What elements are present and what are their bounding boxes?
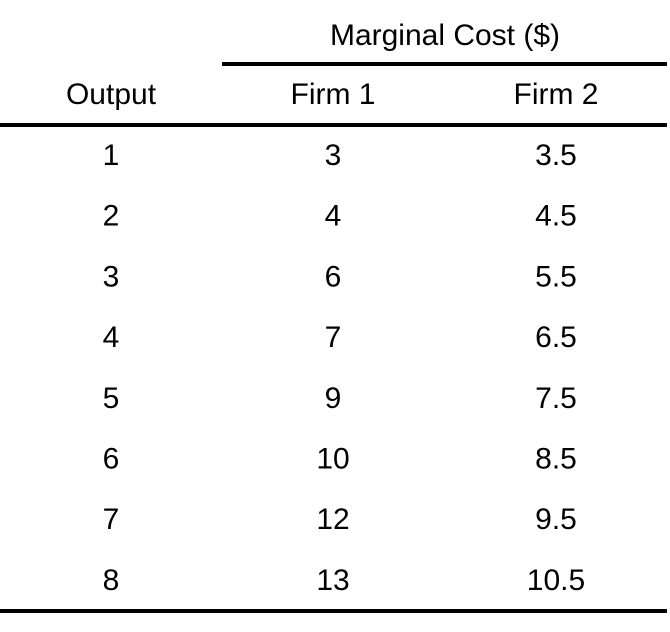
cell: 8.5	[535, 442, 577, 475]
column-header: Output	[66, 78, 157, 111]
cell: 6.5	[535, 321, 577, 354]
cell: 2	[103, 200, 120, 233]
cell: 3	[103, 260, 120, 293]
cell: 13	[316, 564, 349, 597]
cell: 5.5	[535, 260, 577, 293]
group-header: Marginal Cost ($)	[330, 19, 560, 52]
cell: 7.5	[535, 382, 577, 415]
cell: 9.5	[535, 503, 577, 536]
cell: 6	[103, 442, 120, 475]
cell: 4.5	[535, 200, 577, 233]
cell: 7	[103, 503, 120, 536]
cell: 6	[325, 260, 342, 293]
cell: 8	[103, 564, 120, 597]
cell: 12	[316, 503, 349, 536]
cell: 4	[103, 321, 120, 354]
column-header: Firm 1	[291, 78, 376, 111]
cell: 9	[325, 382, 342, 415]
cell: 4	[325, 200, 342, 233]
column-header: Firm 2	[514, 78, 599, 111]
cell: 10	[316, 442, 349, 475]
cell: 5	[103, 382, 120, 415]
cell: 1	[103, 139, 120, 172]
cell: 3.5	[535, 139, 577, 172]
cell: 7	[325, 321, 342, 354]
cell: 3	[325, 139, 342, 172]
cell: 10.5	[527, 564, 585, 597]
